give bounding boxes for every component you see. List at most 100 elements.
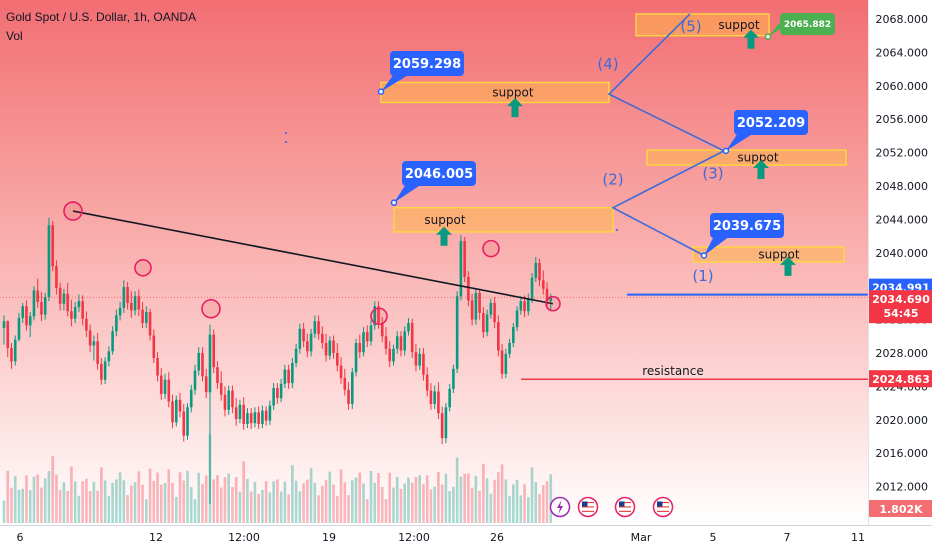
candle xyxy=(276,383,279,404)
candle xyxy=(257,406,260,429)
candle xyxy=(238,399,242,424)
swing-point-circle[interactable] xyxy=(201,298,221,319)
trendline[interactable] xyxy=(72,210,554,305)
candle xyxy=(197,347,201,376)
y-axis-tick-label: 2028.000 xyxy=(876,347,929,360)
support-zone-label: suppot xyxy=(758,247,799,261)
us-flag-event-icon[interactable] xyxy=(652,496,674,518)
candle xyxy=(167,372,171,408)
volume-bar xyxy=(122,480,126,523)
swing-point-circle[interactable] xyxy=(370,307,388,326)
candle xyxy=(40,292,43,322)
candle xyxy=(395,331,399,354)
volume-bar xyxy=(264,481,268,523)
us-flag-event-icon[interactable] xyxy=(577,496,599,518)
volume-bar xyxy=(395,476,399,523)
swing-point-circle[interactable] xyxy=(63,201,83,221)
volume-bar xyxy=(392,487,395,523)
swing-point-circle[interactable] xyxy=(545,295,561,312)
candle xyxy=(81,295,84,326)
candle xyxy=(467,271,470,307)
x-axis-tick-label: 12 xyxy=(149,531,163,544)
volume-bar xyxy=(306,479,309,523)
candle xyxy=(306,333,309,358)
volume-bar xyxy=(437,471,440,523)
volume-bar xyxy=(13,476,17,523)
volume-bar xyxy=(145,499,148,523)
x-axis-tick-label: 12:00 xyxy=(228,531,260,544)
candle xyxy=(433,385,436,409)
support-zone[interactable] xyxy=(393,207,614,233)
volume-bar xyxy=(261,489,264,523)
swing-point-circle[interactable] xyxy=(134,259,152,277)
lightning-event-icon[interactable] xyxy=(549,496,571,518)
volume-bar xyxy=(234,477,238,523)
swing-point-circle[interactable] xyxy=(482,239,500,258)
volume-bar xyxy=(43,478,47,523)
candle xyxy=(399,331,403,357)
price-callout[interactable]: 2052.209 xyxy=(722,110,809,155)
y-axis-tick-label: 2040.000 xyxy=(876,247,929,260)
volume-bar xyxy=(410,482,414,523)
support-zone[interactable] xyxy=(646,149,847,166)
candle xyxy=(6,320,10,358)
volume-bar xyxy=(508,496,511,523)
candle xyxy=(541,270,545,295)
candle xyxy=(504,348,508,379)
volume-bar xyxy=(212,479,216,523)
candle xyxy=(171,394,174,429)
volume-bar xyxy=(88,491,92,523)
candle xyxy=(455,291,459,374)
y-axis-tick-label: 2020.000 xyxy=(876,414,929,427)
volume-bar xyxy=(21,488,25,523)
price-callout[interactable]: 2059.298 xyxy=(377,51,465,95)
price-callout[interactable]: 2046.005 xyxy=(390,161,477,206)
x-axis-tick-label: 11 xyxy=(851,531,865,544)
wave-label: (5) xyxy=(680,18,701,36)
us-flag-event-icon[interactable] xyxy=(614,496,636,518)
volume-bar xyxy=(272,481,275,523)
candle xyxy=(96,332,99,370)
candle xyxy=(178,393,182,418)
volume-bar xyxy=(107,495,111,523)
candle xyxy=(208,324,212,505)
volume-bar xyxy=(358,472,362,523)
volume-bar xyxy=(253,481,257,523)
price-callout[interactable]: 2065.882 xyxy=(764,13,836,40)
price-callout[interactable]: 2039.675 xyxy=(700,213,785,259)
volume-bar xyxy=(500,464,504,523)
support-zone[interactable] xyxy=(692,246,845,263)
candle xyxy=(362,327,365,357)
candle xyxy=(530,272,534,303)
resistance-price-tag-text: 2024.863 xyxy=(872,373,930,386)
candle xyxy=(283,364,287,389)
candle xyxy=(343,368,347,396)
x-axis-tick-label: 7 xyxy=(784,531,791,544)
volume-bar xyxy=(238,491,242,523)
candle xyxy=(489,298,493,319)
volume-bar xyxy=(313,482,317,523)
candle xyxy=(66,282,69,317)
candle xyxy=(313,315,317,338)
candle xyxy=(287,364,290,389)
volume-bar xyxy=(467,473,470,523)
candle xyxy=(380,317,384,343)
candle xyxy=(189,384,193,413)
candle xyxy=(448,383,451,412)
support-zone[interactable] xyxy=(635,13,770,37)
candle xyxy=(204,368,208,399)
volume-bar xyxy=(77,495,81,523)
volume-bar xyxy=(47,471,51,523)
volume-bar xyxy=(463,473,466,523)
volume-bar xyxy=(429,489,433,523)
candle xyxy=(28,312,32,338)
candle xyxy=(246,408,249,429)
candle xyxy=(141,302,144,328)
volume-bar xyxy=(130,485,133,523)
candle xyxy=(264,406,268,426)
candle xyxy=(279,378,283,403)
volume-bar xyxy=(242,461,245,523)
candle xyxy=(365,325,369,348)
